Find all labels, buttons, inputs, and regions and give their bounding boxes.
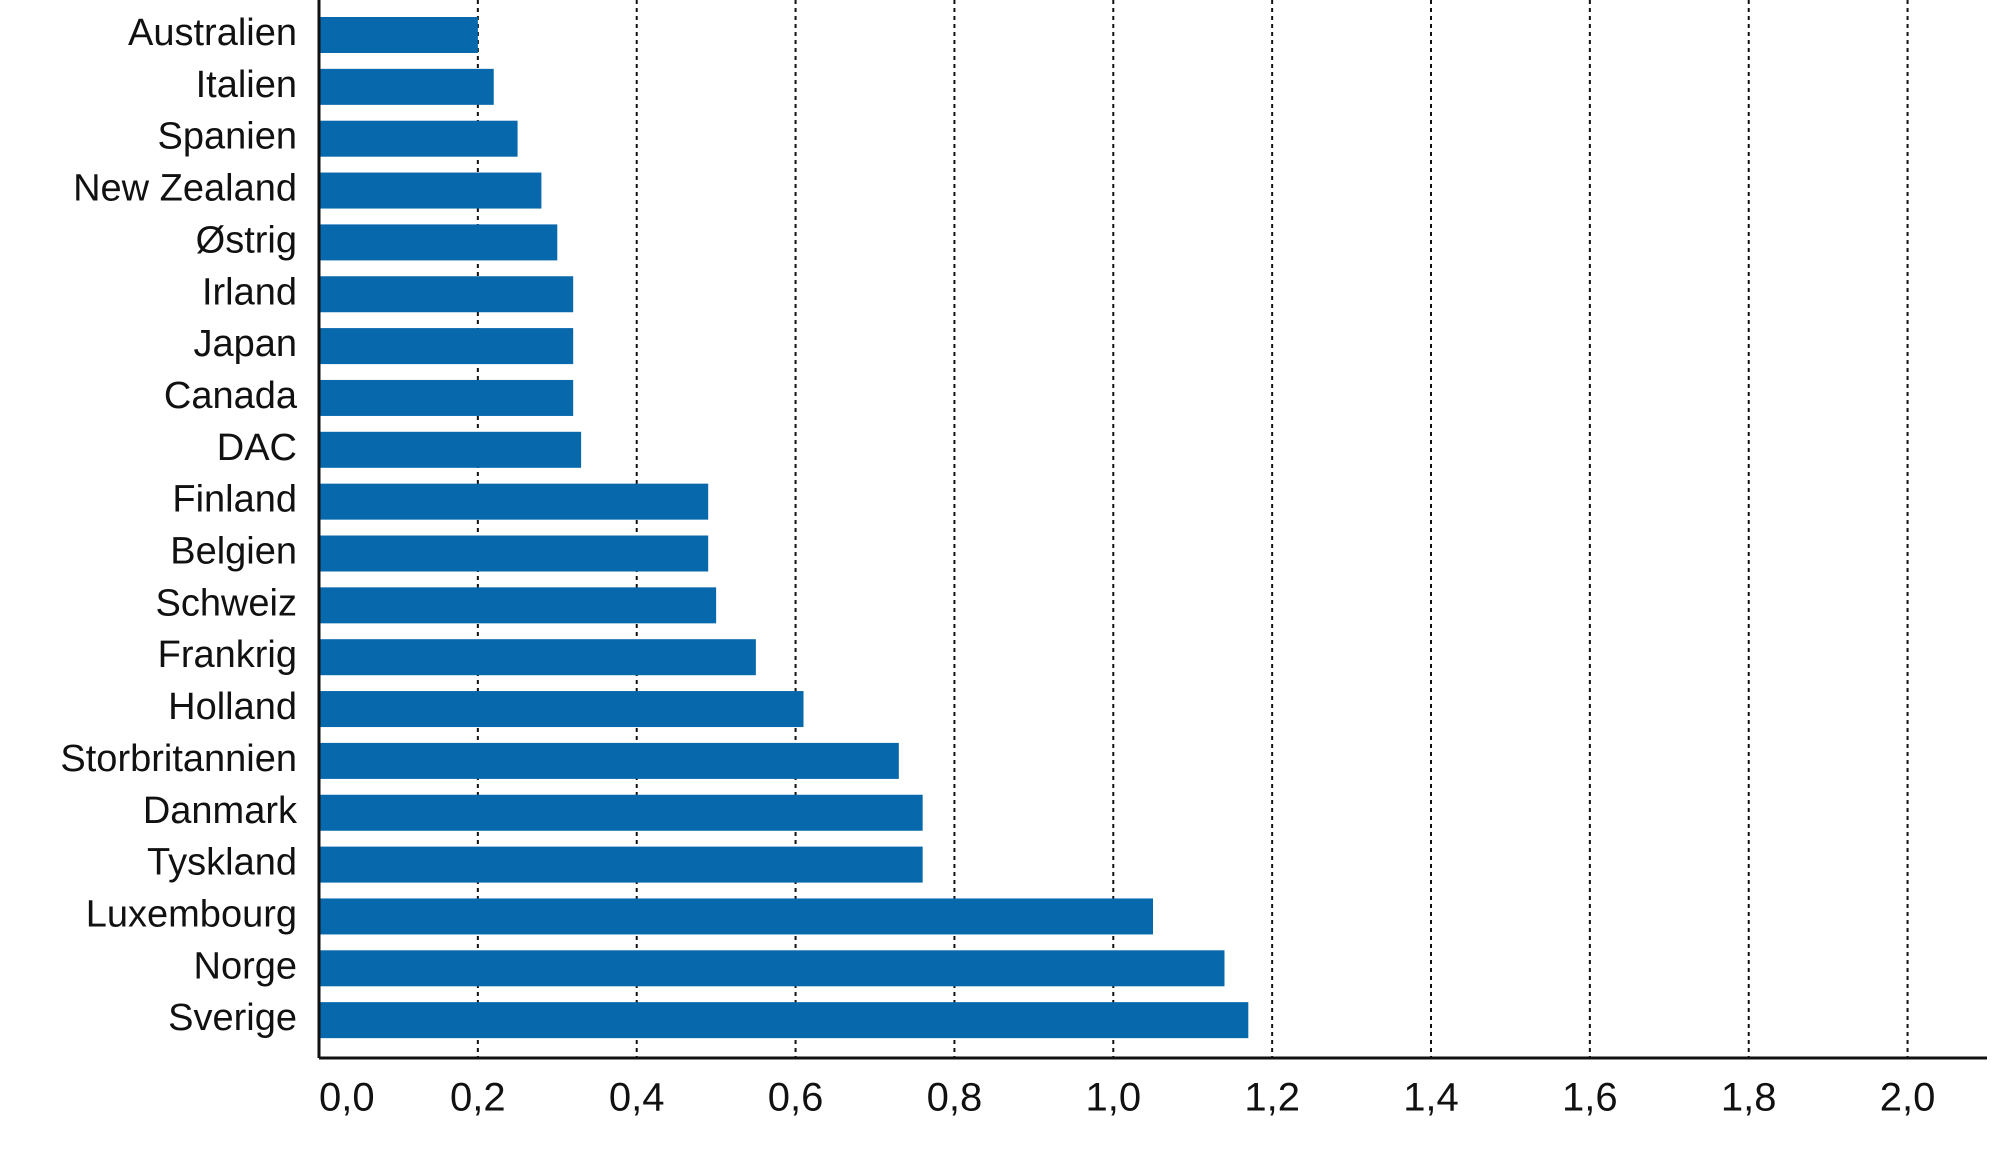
bar [319, 639, 756, 676]
bar [319, 794, 923, 831]
bar [319, 328, 574, 365]
y-tick-label: DAC [217, 427, 297, 469]
bar [319, 898, 1153, 935]
x-tick-label: 0,8 [927, 1076, 983, 1120]
x-tick-label: 0,4 [609, 1076, 665, 1120]
y-tick-label: Spanien [158, 116, 297, 158]
bar [319, 535, 709, 572]
bar [319, 68, 494, 105]
y-tick-label: Finland [172, 479, 297, 521]
bar [319, 742, 899, 779]
x-tick-label: 0,6 [768, 1076, 824, 1120]
bar [319, 224, 558, 261]
y-tick-label: Japan [193, 323, 297, 365]
y-tick-label: Tyskland [147, 842, 297, 884]
y-tick-label: New Zealand [73, 168, 297, 210]
bar [319, 379, 574, 416]
y-tick-label: Australien [128, 12, 297, 54]
y-tick-label: Sverige [168, 997, 297, 1039]
x-tick-label: 1,0 [1085, 1076, 1141, 1120]
x-tick-label: 1,4 [1403, 1076, 1459, 1120]
y-tick-label: Canada [164, 375, 298, 417]
x-tick-label: 1,2 [1244, 1076, 1300, 1120]
y-tick-label: Østrig [196, 219, 297, 261]
y-tick-label: Danmark [143, 790, 298, 832]
bar [319, 431, 582, 468]
x-tick-label: 0,0 [319, 1076, 375, 1120]
y-tick-label: Irland [202, 271, 297, 313]
bar [319, 172, 542, 209]
bar [319, 587, 717, 624]
x-tick-label: 1,8 [1721, 1076, 1777, 1120]
bar [319, 846, 923, 883]
y-tick-label: Norge [194, 945, 298, 987]
x-tick-label: 1,6 [1562, 1076, 1618, 1120]
bar [319, 120, 518, 157]
x-tick-label: 2,0 [1880, 1076, 1936, 1120]
y-tick-label: Italien [196, 64, 297, 106]
y-tick-label: Holland [168, 686, 297, 728]
bar [319, 1002, 1249, 1039]
y-tick-label: Schweiz [156, 582, 298, 624]
x-tick-label: 0,2 [450, 1076, 506, 1120]
bar [319, 276, 574, 313]
bar [319, 691, 804, 728]
bar [319, 483, 709, 520]
y-tick-label: Frankrig [158, 634, 297, 676]
y-tick-label: Storbritannien [60, 738, 297, 780]
y-tick-label: Luxembourg [86, 893, 297, 935]
y-tick-label: Belgien [170, 531, 297, 573]
bar [319, 17, 478, 53]
bar [319, 950, 1225, 987]
